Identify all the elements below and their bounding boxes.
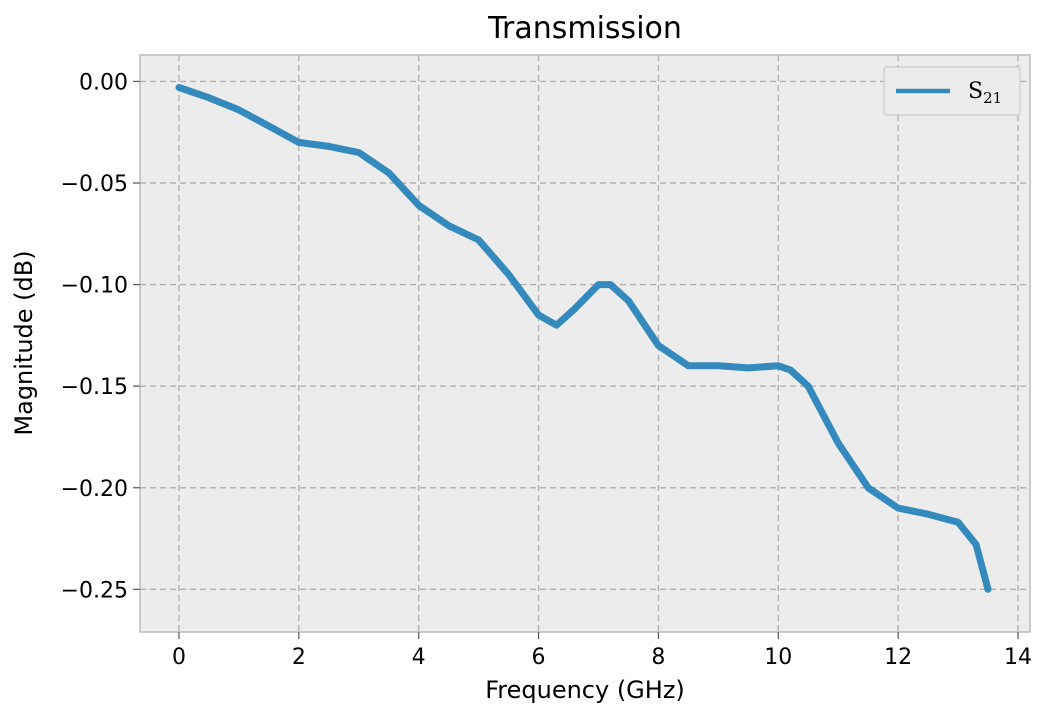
y-tick-label: −0.20 xyxy=(61,477,128,502)
y-tick-label: −0.15 xyxy=(61,375,128,400)
series-line-s21 xyxy=(175,84,992,593)
y-tick-label: −0.05 xyxy=(61,172,128,197)
legend-box xyxy=(883,66,1021,116)
x-axis-ticks: 0 2 4 6 8 10 12 14 xyxy=(172,632,1032,670)
x-tick-label: 12 xyxy=(884,645,912,670)
chart-title: Transmission xyxy=(487,11,682,46)
x-tick-label: 14 xyxy=(1004,645,1032,670)
x-tick-label: 0 xyxy=(172,645,186,670)
legend: S21 xyxy=(883,66,1021,116)
x-tick-label: 8 xyxy=(651,645,665,670)
x-axis-label: Frequency (GHz) xyxy=(485,676,685,704)
y-axis-ticks: 0.00 −0.05 −0.10 −0.15 −0.20 −0.25 xyxy=(61,70,140,603)
series-layer xyxy=(175,84,992,593)
plot-background xyxy=(139,54,1031,633)
legend-label-s21-subscript: 21 xyxy=(983,89,1002,107)
y-tick-label: 0.00 xyxy=(79,70,128,95)
x-tick-label: 2 xyxy=(292,645,306,670)
y-tick-label: −0.25 xyxy=(61,578,128,603)
y-tick-label: −0.10 xyxy=(61,274,128,299)
x-tick-label: 6 xyxy=(532,645,546,670)
x-tick-label: 10 xyxy=(764,645,792,670)
y-axis-label: Magnitude (dB) xyxy=(10,250,38,435)
x-tick-label: 4 xyxy=(412,645,426,670)
grid xyxy=(140,55,1030,632)
